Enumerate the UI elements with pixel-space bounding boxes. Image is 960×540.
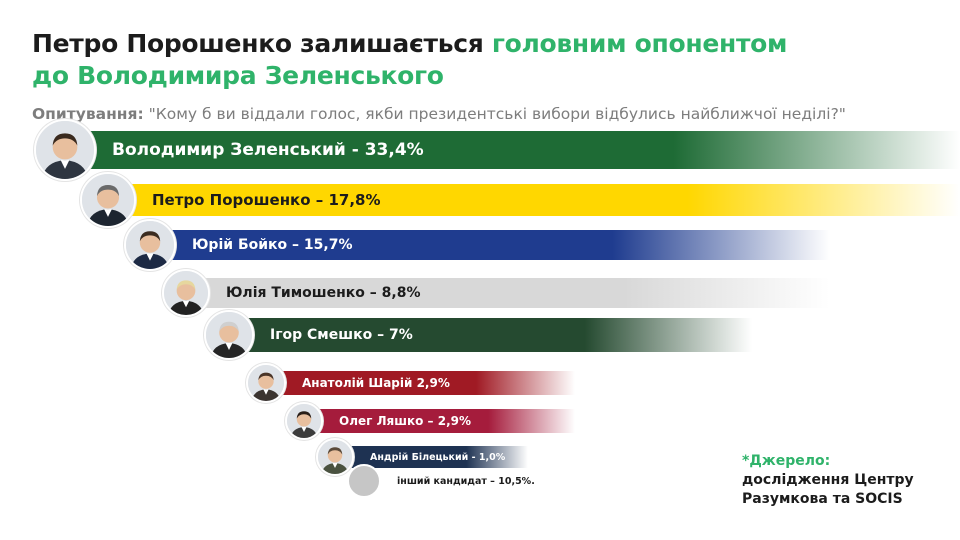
bar-data-label: Юлія Тимошенко – 8,8% [226, 285, 421, 301]
title-accent-1: головним опонентом [491, 29, 788, 58]
bar-data-label: Юрій Бойко – 15,7% [192, 237, 353, 253]
chart-bar: Юлія Тимошенко – 8,8% [186, 278, 830, 308]
chart-bar: Андрій Білецький - 1,0% [335, 446, 528, 468]
chart-bar: Юрій Бойко – 15,7% [150, 230, 830, 260]
bar-data-label: Олег Ляшко – 2,9% [339, 414, 472, 428]
bar-data-label: Володимир Зеленський - 33,4% [112, 140, 424, 160]
chart-bar: Петро Порошенко – 17,8% [108, 184, 960, 216]
survey-question: Опитування: "Кому б ви віддали голос, як… [32, 104, 932, 124]
survey-question-text: "Кому б ви віддали голос, якби президент… [143, 105, 846, 123]
chart-bar: Олег Ляшко – 2,9% [304, 409, 575, 433]
chart-bar: Ігор Смешко – 7% [229, 318, 752, 352]
bar-data-label: Ігор Смешко – 7% [270, 327, 413, 343]
title-part-1: Петро Порошенко залишається [32, 29, 492, 58]
chart-bar: інший кандидат – 10,5%. [364, 470, 535, 492]
candidate-photo-icon [316, 438, 354, 476]
chart-bar: Володимир Зеленський - 33,4% [65, 131, 960, 169]
bar-data-label: інший кандидат – 10,5%. [397, 475, 535, 487]
source-text: дослідження Центру Разумкова та SOCIS [742, 472, 914, 507]
source-title: *Джерело: [742, 453, 831, 469]
bar-data-label: Андрій Білецький - 1,0% [370, 451, 506, 463]
chart-bar: Анатолій Шарій 2,9% [266, 371, 575, 395]
candidate-photo-icon [162, 269, 210, 317]
survey-label: Опитування: [32, 105, 144, 123]
title-accent-2: до Володимира Зеленського [32, 61, 444, 90]
source-note: *Джерело: дослідження Центру Разумкова т… [742, 452, 942, 509]
page-title: Петро Порошенко залишається головним опо… [32, 28, 852, 92]
bar-data-label: Петро Порошенко – 17,8% [152, 191, 381, 209]
candidate-photo-icon [204, 310, 254, 360]
bar-data-label: Анатолій Шарій 2,9% [302, 376, 450, 390]
candidate-photo-icon [124, 219, 176, 271]
candidate-photo-icon [34, 119, 96, 181]
candidate-photo-icon [246, 363, 286, 403]
candidate-photo-icon [80, 172, 136, 228]
candidate-photo-icon [285, 402, 323, 440]
other-candidate-placeholder-icon [347, 464, 381, 498]
